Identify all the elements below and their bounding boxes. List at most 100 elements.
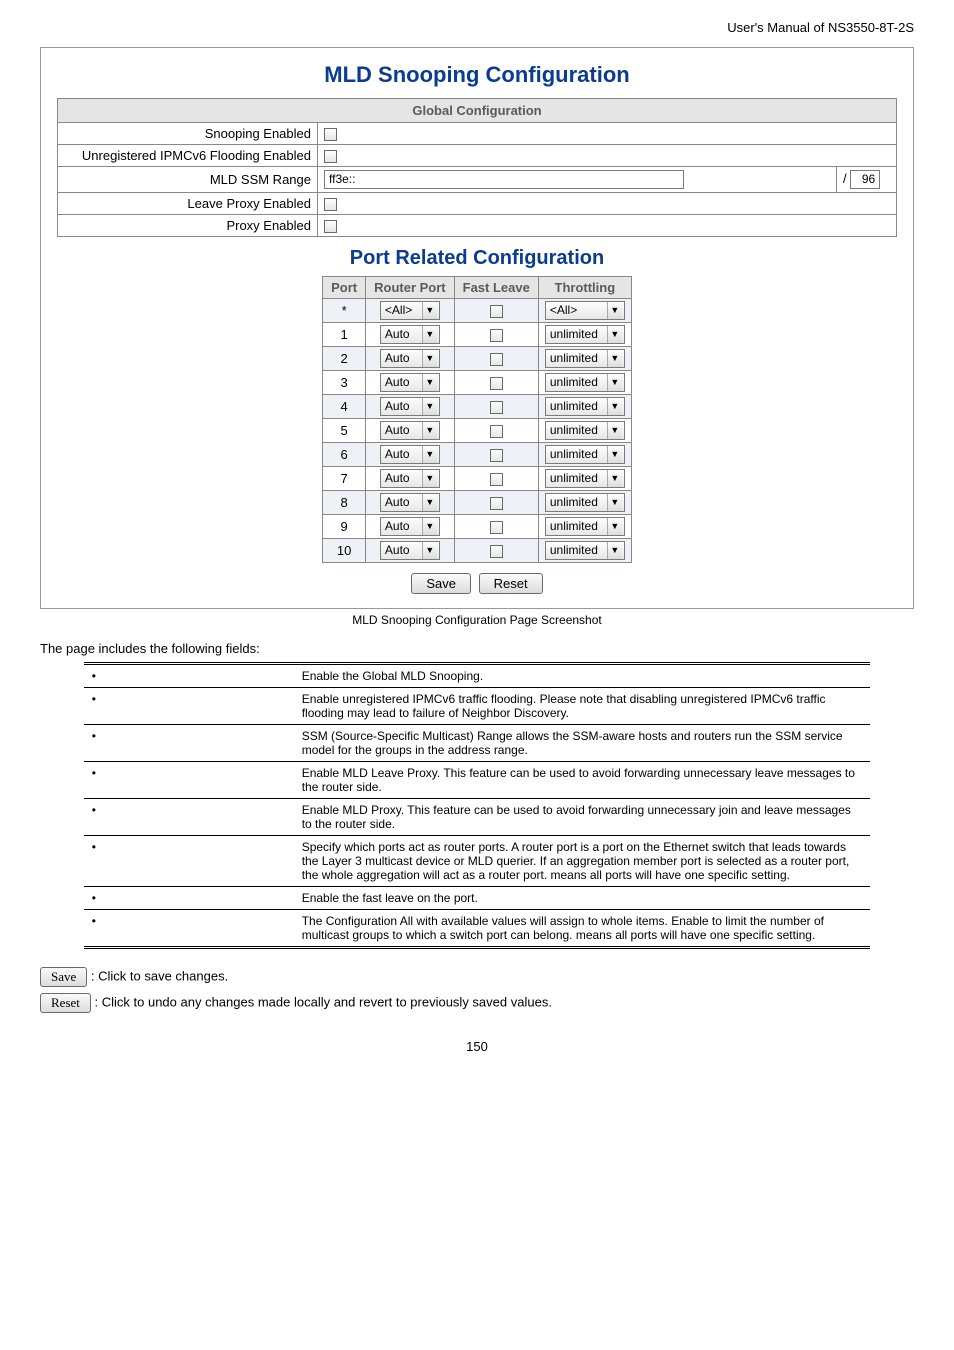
port-number: 8 [323,491,366,515]
checkbox[interactable] [324,150,337,163]
throttling-select[interactable]: unlimited [545,397,625,416]
field-object [84,887,294,910]
field-description: Enable the fast leave on the port. [294,887,871,910]
throttling-cell: <All> [538,299,631,323]
throttling-select[interactable]: unlimited [545,349,625,368]
port-number: 1 [323,323,366,347]
reset-button[interactable]: Reset [479,573,543,594]
page-title: MLD Snooping Configuration [57,62,897,88]
fast-leave-cell [454,347,538,371]
throttling-select[interactable]: unlimited [545,325,625,344]
fast-leave-cell [454,299,538,323]
port-header: Port [323,277,366,299]
global-value-cell [318,215,897,237]
fast-leave-checkbox[interactable] [490,521,503,534]
router-port-select[interactable]: Auto [380,445,440,464]
global-config-header: Global Configuration [58,99,897,123]
reset-button-img: Reset [40,993,91,1013]
router-port-select[interactable]: Auto [380,517,440,536]
router-port-cell: Auto [366,443,455,467]
router-port-select[interactable]: Auto [380,373,440,392]
router-port-cell: <All> [366,299,455,323]
reset-desc: : Click to undo any changes made locally… [95,995,552,1010]
router-port-select[interactable]: Auto [380,349,440,368]
page-number: 150 [40,1039,914,1054]
save-button[interactable]: Save [411,573,471,594]
field-description: The Configuration All with available val… [294,910,871,948]
throttling-select[interactable]: unlimited [545,517,625,536]
field-object [84,836,294,887]
save-desc: : Click to save changes. [91,969,228,984]
router-port-select[interactable]: Auto [380,421,440,440]
fast-leave-cell [454,539,538,563]
checkbox[interactable] [324,128,337,141]
fields-table: Enable the Global MLD Snooping.Enable un… [84,662,871,949]
buttons-description: Save : Click to save changes. Reset : Cl… [40,967,914,1013]
throttling-select[interactable]: unlimited [545,445,625,464]
global-value-cell [318,123,897,145]
router-port-select[interactable]: Auto [380,397,440,416]
fast-leave-cell [454,323,538,347]
router-port-select[interactable]: Auto [380,541,440,560]
ssm-mask-input[interactable]: 96 [850,170,880,189]
fast-leave-checkbox[interactable] [490,305,503,318]
checkbox[interactable] [324,198,337,211]
throttling-select[interactable]: unlimited [545,541,625,560]
global-label: Unregistered IPMCv6 Flooding Enabled [58,145,318,167]
router-port-cell: Auto [366,419,455,443]
port-number: 4 [323,395,366,419]
fast-leave-cell [454,371,538,395]
field-description: Enable MLD Leave Proxy. This feature can… [294,762,871,799]
router-port-cell: Auto [366,347,455,371]
throttling-cell: unlimited [538,491,631,515]
fast-leave-cell [454,515,538,539]
router-port-select[interactable]: <All> [380,301,440,320]
port-section-title: Port Related Configuration [57,247,897,270]
router-port-cell: Auto [366,467,455,491]
port-header: Throttling [538,277,631,299]
field-object [84,910,294,948]
fast-leave-checkbox[interactable] [490,425,503,438]
throttling-select[interactable]: unlimited [545,493,625,512]
manual-header: User's Manual of NS3550-8T-2S [40,20,914,35]
fast-leave-checkbox[interactable] [490,401,503,414]
ssm-cell: ff3e:: [318,167,837,193]
checkbox[interactable] [324,220,337,233]
router-port-select[interactable]: Auto [380,325,440,344]
port-number: 6 [323,443,366,467]
ssm-range-input[interactable]: ff3e:: [324,170,684,189]
throttling-cell: unlimited [538,539,631,563]
fast-leave-checkbox[interactable] [490,473,503,486]
fast-leave-checkbox[interactable] [490,353,503,366]
port-number: 7 [323,467,366,491]
router-port-select[interactable]: Auto [380,493,440,512]
field-description: Specify which ports act as router ports.… [294,836,871,887]
fast-leave-checkbox[interactable] [490,377,503,390]
throttling-cell: unlimited [538,371,631,395]
throttling-cell: unlimited [538,395,631,419]
fast-leave-checkbox[interactable] [490,449,503,462]
port-header: Fast Leave [454,277,538,299]
throttling-select[interactable]: unlimited [545,469,625,488]
fast-leave-checkbox[interactable] [490,497,503,510]
ssm-mask-cell: / 96 [837,167,897,193]
global-label: MLD SSM Range [58,167,318,193]
field-object [84,799,294,836]
field-object [84,762,294,799]
global-label: Leave Proxy Enabled [58,193,318,215]
throttling-select[interactable]: unlimited [545,373,625,392]
field-object [84,725,294,762]
field-object [84,664,294,688]
throttling-select[interactable]: <All> [545,301,625,320]
port-number: 9 [323,515,366,539]
fast-leave-cell [454,395,538,419]
router-port-cell: Auto [366,515,455,539]
fast-leave-checkbox[interactable] [490,545,503,558]
throttling-select[interactable]: unlimited [545,421,625,440]
router-port-select[interactable]: Auto [380,469,440,488]
fast-leave-checkbox[interactable] [490,329,503,342]
field-description: Enable MLD Proxy. This feature can be us… [294,799,871,836]
port-number: 5 [323,419,366,443]
fields-intro: The page includes the following fields: [40,641,914,656]
router-port-cell: Auto [366,323,455,347]
